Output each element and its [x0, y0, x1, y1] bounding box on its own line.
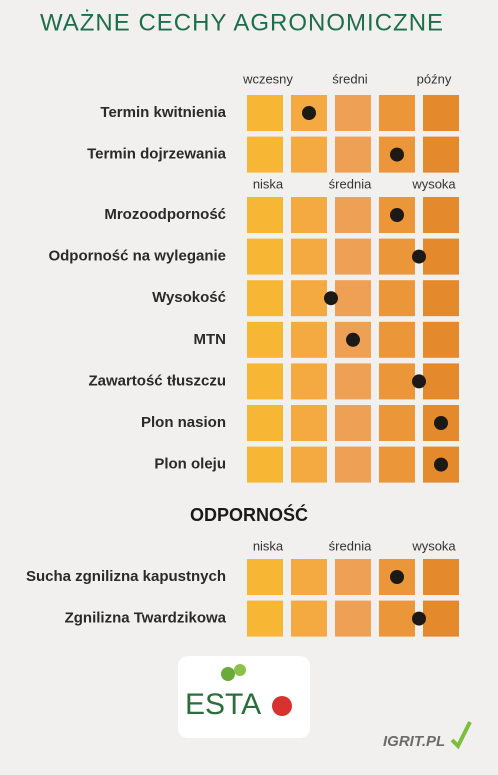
- scale-square: [423, 321, 459, 358]
- rating-dot: [390, 147, 404, 162]
- scale-square: [379, 95, 415, 131]
- rating-dot: [412, 249, 426, 264]
- row-label: Termin dojrzewania: [87, 146, 227, 163]
- row-label: Termin kwitnienia: [100, 104, 226, 121]
- scale-square: [291, 363, 327, 400]
- scale-square: [379, 321, 415, 358]
- scale-square: [291, 197, 327, 233]
- scale-square: [335, 136, 371, 173]
- rating-dot: [302, 106, 316, 120]
- scale-label: średni: [332, 71, 368, 86]
- scale-label: wysoka: [411, 176, 456, 191]
- title: WAŻNE CECHY AGRONOMICZNE: [40, 9, 444, 36]
- scale-square: [247, 363, 283, 400]
- igrit-logo: IGRIT.PL: [383, 733, 445, 750]
- scale-square: [379, 600, 415, 637]
- rating-dot: [324, 291, 338, 306]
- row-label: Zgnilizna Twardzikowa: [65, 610, 227, 627]
- rating-dot: [434, 457, 448, 472]
- row-label: Mrozoodporność: [104, 206, 226, 223]
- scale-square: [335, 238, 371, 275]
- scale-square: [291, 446, 327, 483]
- scale-square: [379, 363, 415, 400]
- scale-square: [247, 136, 283, 173]
- scale-square: [335, 95, 371, 131]
- scale-square: [335, 600, 371, 637]
- scale-square: [379, 280, 415, 317]
- section-heading: ODPORNOŚĆ: [190, 504, 308, 525]
- rating-dot: [412, 611, 426, 626]
- scale-square: [423, 280, 459, 317]
- scale-square: [335, 559, 371, 595]
- scale-square: [247, 280, 283, 317]
- row-label: Odporność na wyleganie: [48, 248, 226, 265]
- scale-square: [423, 363, 459, 400]
- scale-square: [423, 197, 459, 233]
- scale-square: [247, 321, 283, 358]
- scale-square: [335, 363, 371, 400]
- logo-mark: [272, 696, 292, 716]
- scale-square: [247, 238, 283, 275]
- logo-text: ESTA: [185, 688, 261, 721]
- row-label: Wysokość: [152, 289, 226, 306]
- scale-square: [423, 238, 459, 275]
- scale-label: późny: [417, 71, 452, 86]
- logo-leaf: [221, 667, 235, 681]
- scale-square: [247, 600, 283, 637]
- scale-square: [291, 321, 327, 358]
- scale-square: [423, 559, 459, 595]
- scale-label: wczesny: [242, 71, 293, 86]
- scale-label: niska: [253, 176, 284, 191]
- row-label: Plon oleju: [154, 456, 226, 473]
- scale-square: [335, 197, 371, 233]
- scale-square: [335, 405, 371, 441]
- scale-square: [379, 446, 415, 483]
- scale-square: [247, 197, 283, 233]
- scale-square: [247, 446, 283, 483]
- rating-dot: [346, 332, 360, 347]
- scale-square: [379, 238, 415, 275]
- scale-square: [247, 405, 283, 441]
- scale-square: [423, 136, 459, 173]
- scale-label: średnia: [329, 538, 372, 553]
- row-label: Zawartość tłuszczu: [88, 372, 226, 389]
- scale-square: [335, 280, 371, 317]
- scale-label: niska: [253, 538, 284, 553]
- row-label: Sucha zgnilizna kapustnych: [26, 568, 226, 585]
- scale-square: [291, 405, 327, 441]
- scale-square: [291, 600, 327, 637]
- rating-dot: [390, 570, 404, 584]
- logo-leaf: [234, 664, 246, 676]
- scale-square: [423, 95, 459, 131]
- row-label: MTN: [194, 331, 227, 348]
- row-label: Plon nasion: [141, 414, 226, 431]
- scale-label: wysoka: [411, 538, 456, 553]
- igrit-check: [450, 721, 472, 750]
- rating-dot: [434, 416, 448, 430]
- scale-square: [379, 405, 415, 441]
- scale-square: [247, 559, 283, 595]
- scale-label: średnia: [329, 176, 372, 191]
- rating-dot: [412, 374, 426, 389]
- scale-square: [291, 238, 327, 275]
- logo-box: [178, 656, 310, 738]
- scale-square: [247, 95, 283, 131]
- scale-square: [335, 446, 371, 483]
- rating-dot: [390, 208, 404, 222]
- scale-square: [423, 600, 459, 637]
- scale-square: [291, 280, 327, 317]
- scale-square: [291, 559, 327, 595]
- scale-square: [291, 136, 327, 173]
